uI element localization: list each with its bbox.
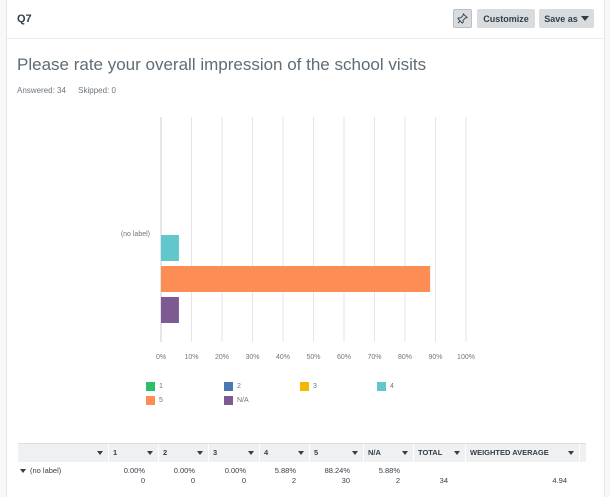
header-cell[interactable]: WEIGHTED AVERAGE: [466, 444, 580, 462]
question-title: Please rate your overall impression of t…: [17, 55, 427, 74]
x-tick-label: 50%: [306, 354, 320, 361]
header-cell-text: 4: [264, 448, 269, 457]
legend-label: 3: [313, 383, 317, 390]
sort-caret-icon: [454, 451, 460, 455]
legend-swatch: [377, 382, 386, 391]
legend-item[interactable]: 2: [224, 382, 241, 391]
response-stats: Answered: 34 Skipped: 0: [17, 86, 126, 95]
header-cell-text: N/A: [368, 448, 381, 457]
legend-swatch: [300, 382, 309, 391]
row-label: (no label): [30, 466, 62, 475]
header-cell[interactable]: N/A: [364, 444, 414, 462]
x-tick-label: 100%: [457, 354, 475, 361]
x-tick-label: 40%: [276, 354, 290, 361]
legend-item[interactable]: 4: [377, 382, 394, 391]
save-as-label: Save as: [544, 13, 578, 24]
question-header: Q7 Customize Save as: [7, 0, 604, 39]
header-cell-text: 1: [113, 448, 118, 457]
count-value: 0: [241, 476, 246, 485]
legend-item[interactable]: N/A: [224, 396, 249, 405]
percent-value: 0.00%: [173, 466, 195, 475]
question-panel: Q7 Customize Save as Please rate your ov…: [6, 0, 605, 497]
value-cell: 5.88% 2: [260, 466, 296, 486]
x-tick-label: 0%: [156, 354, 166, 361]
percent-value: 5.88%: [378, 466, 400, 475]
legend-swatch: [146, 382, 155, 391]
value-cell: 0.00% 0: [209, 466, 246, 486]
percent-value: 88.24%: [324, 466, 350, 475]
percent-value: 5.88%: [274, 466, 296, 475]
save-as-button[interactable]: Save as: [539, 9, 594, 28]
sort-caret-icon: [97, 451, 103, 455]
count-value: 2: [395, 476, 400, 485]
sort-caret-icon: [352, 451, 358, 455]
legend-swatch: [224, 396, 233, 405]
bar-5: [161, 266, 431, 292]
bar-na: [161, 297, 179, 323]
legend-item[interactable]: 3: [300, 382, 317, 391]
category-label: (no label): [121, 231, 150, 238]
legend-swatch: [224, 382, 233, 391]
legend-label: 5: [159, 397, 163, 404]
x-tick-label: 70%: [367, 354, 381, 361]
value-cell: 88.24% 30: [310, 466, 350, 486]
header-cell[interactable]: 5: [310, 444, 364, 462]
pin-button[interactable]: [453, 9, 472, 28]
count-value: 30: [341, 476, 350, 485]
legend-label: 4: [390, 383, 394, 390]
table-row: (no label) 0.00% 0 0.00% 0 0.00% 0 5.88% 2 88.24%…: [18, 462, 586, 490]
header-cell-text: TOTAL: [418, 448, 443, 457]
chevron-down-icon: [580, 16, 589, 21]
legend-label: 1: [159, 383, 163, 390]
value-cell: 0.00% 0: [159, 466, 195, 486]
header-cell[interactable]: 3: [209, 444, 260, 462]
sort-caret-icon: [147, 451, 153, 455]
bar-chart: 0% 10% 20% 30% 40% 50% 60% 70% 80% 90% 100% (no lab…: [121, 117, 475, 361]
x-tick-label: 80%: [398, 354, 412, 361]
legend-swatch: [146, 396, 155, 405]
legend-label: 2: [237, 383, 241, 390]
total-value: 34: [439, 476, 448, 485]
value-cell: 5.88% 2: [364, 466, 400, 486]
customize-button[interactable]: Customize: [477, 9, 535, 28]
weighted-average-value: 4.94: [552, 476, 567, 485]
header-cell-text: 5: [314, 448, 319, 457]
percent-value: 0.00%: [123, 466, 145, 475]
percent-value: 0.00%: [224, 466, 246, 475]
count-value: 0: [190, 476, 195, 485]
header-cell-text: WEIGHTED AVERAGE: [470, 448, 549, 457]
x-tick-label: 30%: [245, 354, 259, 361]
results-table: 1 2 3 4 5 N/A TOTAL WEIGHTED AVERAGE (no label)…: [18, 443, 586, 490]
header-cell-text: 3: [213, 448, 218, 457]
sort-caret-icon: [402, 451, 408, 455]
legend-item[interactable]: 1: [146, 382, 163, 391]
header-cell[interactable]: 2: [159, 444, 209, 462]
skipped-count: Skipped: 0: [78, 86, 116, 95]
question-number: Q7: [17, 13, 32, 25]
x-tick-label: 60%: [337, 354, 351, 361]
sort-caret-icon: [298, 451, 304, 455]
x-tick-label: 10%: [184, 354, 198, 361]
header-cell-text: 2: [163, 448, 168, 457]
answered-count: Answered: 34: [17, 86, 66, 95]
header-cell[interactable]: 1: [109, 444, 159, 462]
header-cell[interactable]: TOTAL: [414, 444, 466, 462]
pin-icon: [457, 13, 468, 24]
bar-4: [161, 235, 179, 261]
table-header: 1 2 3 4 5 N/A TOTAL WEIGHTED AVERAGE: [18, 443, 586, 462]
count-value: 2: [291, 476, 296, 485]
x-tick-label: 90%: [428, 354, 442, 361]
expand-row-icon[interactable]: [20, 469, 26, 473]
legend-label: N/A: [237, 397, 249, 404]
legend-item[interactable]: 5: [146, 396, 163, 405]
header-cell-label[interactable]: [18, 444, 109, 462]
sort-caret-icon: [197, 451, 203, 455]
table-body: (no label) 0.00% 0 0.00% 0 0.00% 0 5.88% 2 88.24%…: [18, 462, 586, 490]
header-cell[interactable]: 4: [260, 444, 310, 462]
value-cell: 0.00% 0: [109, 466, 145, 486]
count-value: 0: [140, 476, 145, 485]
x-tick-label: 20%: [215, 354, 229, 361]
sort-caret-icon: [568, 451, 574, 455]
sort-caret-icon: [248, 451, 254, 455]
